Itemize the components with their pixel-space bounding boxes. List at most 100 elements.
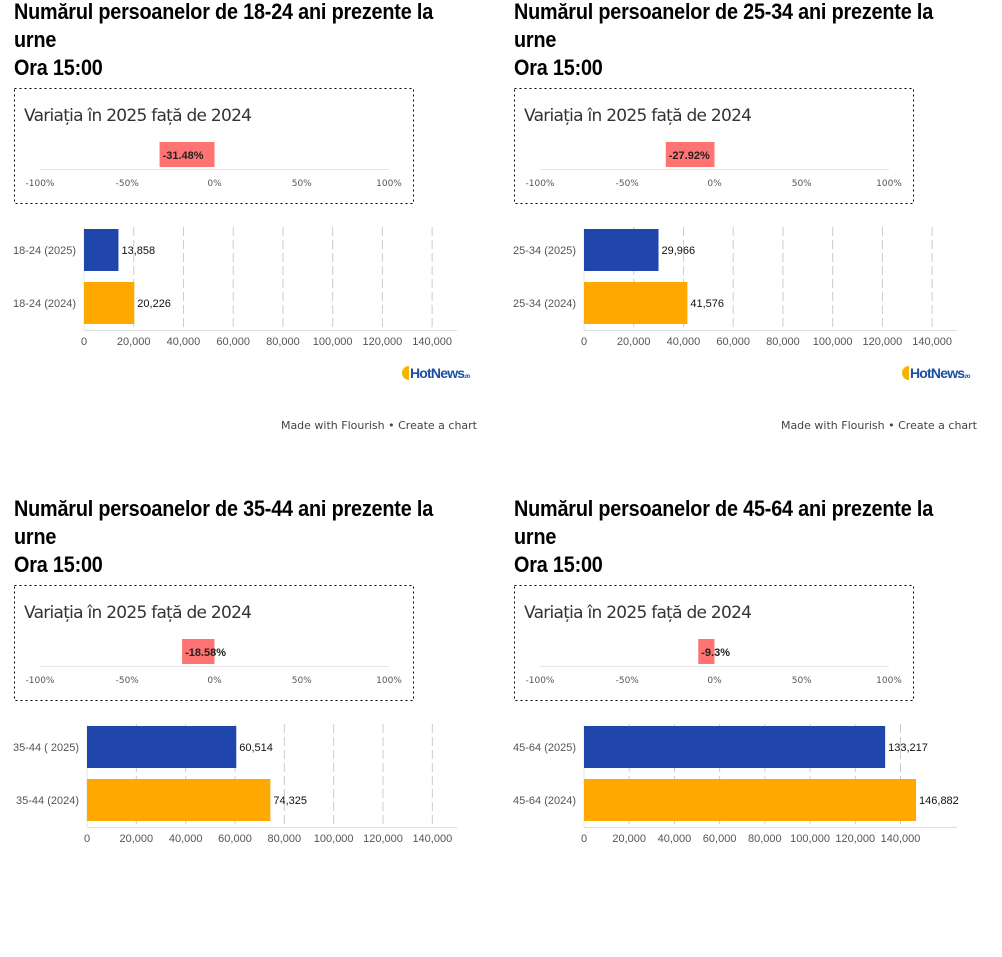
x-tick-label: 0	[84, 833, 90, 845]
variation-box	[14, 88, 414, 204]
bar-value-label: 74,325	[273, 795, 307, 807]
bar-value-label: 60,514	[239, 742, 273, 754]
x-tick-label: 20,000	[612, 833, 646, 845]
variation-tick-label: -50%	[616, 676, 640, 686]
bar-value-label: 29,966	[662, 245, 696, 257]
category-label: 45-64 (2025)	[513, 742, 576, 754]
variation-tick-label: 50%	[292, 179, 312, 189]
x-tick-label: 100,000	[314, 833, 354, 845]
variation-tick-label: 100%	[876, 179, 902, 189]
chart-title-line: Numărul persoanelor de 18-24 ani prezent…	[14, 0, 434, 24]
bar	[84, 229, 119, 271]
x-tick-label: 20,000	[117, 336, 151, 348]
variation-tick-label: 0%	[707, 676, 722, 686]
chart-title: Numărul persoanelor de 18-24 ani prezent…	[14, 0, 437, 82]
variation-box	[514, 88, 914, 204]
variation-value-label: -31.48%	[163, 150, 204, 162]
variation-tick-label: 0%	[207, 676, 222, 686]
variation-box	[14, 585, 414, 701]
chart-title-line: urne	[14, 27, 57, 52]
x-tick-label: 40,000	[667, 336, 701, 348]
x-tick-label: 0	[81, 336, 87, 348]
hotnews-logo: HotNews.ro	[402, 365, 470, 381]
x-tick-label: 140,000	[912, 336, 952, 348]
category-label: 35-44 ( 2025)	[13, 742, 79, 754]
x-tick-label: 100,000	[313, 336, 353, 348]
bar-value-label: 146,882	[919, 795, 959, 807]
variation-box	[514, 585, 914, 701]
chart-title-line: Numărul persoanelor de 25-34 ani prezent…	[514, 0, 934, 24]
bar-value-label: 13,858	[121, 245, 155, 257]
logo-sun-icon	[402, 366, 409, 380]
variation-bar	[665, 142, 715, 167]
chart-title-line: Ora 15:00	[514, 55, 603, 80]
x-tick-label: 80,000	[268, 833, 302, 845]
x-tick-label: 60,000	[216, 336, 250, 348]
x-tick-label: 20,000	[120, 833, 154, 845]
category-label: 18-24 (2025)	[13, 245, 76, 257]
x-tick-label: 140,000	[412, 336, 452, 348]
chart-title-line: Ora 15:00	[14, 55, 103, 80]
chart-panel: Numărul persoanelor de 25-34 ani prezent…	[513, 0, 984, 460]
variation-value-label: -27.92%	[669, 150, 710, 162]
x-tick-label: 100,000	[813, 336, 853, 348]
chart-title: Numărul persoanelor de 25-34 ani prezent…	[514, 0, 937, 82]
x-tick-label: 40,000	[167, 336, 201, 348]
variation-tick-label: 100%	[376, 676, 402, 686]
chart-panel: Numărul persoanelor de 35-44 ani prezent…	[13, 496, 484, 957]
variation-tick-label: -100%	[526, 179, 555, 189]
x-tick-label: 60,000	[218, 833, 252, 845]
bar	[87, 779, 271, 821]
x-tick-label: 20,000	[617, 336, 651, 348]
x-tick-label: 120,000	[363, 833, 403, 845]
bar-chart: Variația în 2025 față de 2024 -100% -50% 0%…	[513, 585, 959, 845]
variation-bar	[698, 639, 715, 664]
chart-title: Numărul persoanelor de 45-64 ani prezent…	[514, 495, 937, 579]
x-tick-label: 100,000	[790, 833, 830, 845]
variation-tick-label: 100%	[376, 179, 402, 189]
x-tick-label: 40,000	[658, 833, 692, 845]
chart-panel: Numărul persoanelor de 45-64 ani prezent…	[513, 495, 984, 957]
x-tick-label: 60,000	[716, 336, 750, 348]
bar	[584, 282, 688, 324]
x-tick-label: 80,000	[266, 336, 300, 348]
x-tick-label: 0	[581, 833, 587, 845]
x-tick-label: 140,000	[412, 833, 452, 845]
x-tick-label: 140,000	[881, 833, 921, 845]
variation-title: Variația în 2025 față de 2024	[524, 603, 752, 623]
variation-title: Variația în 2025 față de 2024	[24, 106, 252, 126]
bar	[584, 726, 886, 768]
bar	[87, 726, 237, 768]
x-tick-label: 120,000	[363, 336, 403, 348]
chart-title-line: Ora 15:00	[514, 552, 603, 577]
bar-value-label: 41,576	[690, 298, 724, 310]
x-tick-label: 120,000	[863, 336, 903, 348]
x-tick-label: 80,000	[748, 833, 782, 845]
variation-tick-label: 50%	[792, 676, 812, 686]
hotnews-logo: HotNews.ro	[902, 365, 970, 381]
flourish-footer-link[interactable]: Made with Flourish • Create a chart	[780, 419, 977, 432]
x-tick-label: 0	[581, 336, 587, 348]
bar-chart: Variația în 2025 față de 2024 -100% -50% 0%…	[13, 88, 457, 348]
flourish-footer-link[interactable]: Made with Flourish • Create a chart	[280, 419, 477, 432]
category-label: 25-34 (2025)	[513, 245, 576, 257]
variation-tick-label: -100%	[26, 676, 55, 686]
bar-value-label: 133,217	[888, 742, 928, 754]
variation-tick-label: -50%	[116, 676, 140, 686]
chart-title-line: Numărul persoanelor de 45-64 ani prezent…	[514, 496, 934, 521]
x-tick-label: 120,000	[835, 833, 875, 845]
x-tick-label: 60,000	[703, 833, 737, 845]
variation-value-label: -9.3%	[701, 647, 730, 659]
variation-bar	[159, 142, 215, 167]
bar-value-label: 20,226	[137, 298, 171, 310]
bar-chart: Variația în 2025 față de 2024 -100% -50% 0%…	[13, 585, 457, 845]
chart-title-line: urne	[514, 27, 557, 52]
bar	[584, 779, 917, 821]
category-label: 25-34 (2024)	[513, 298, 576, 310]
variation-tick-label: 100%	[876, 676, 902, 686]
chart-title-line: urne	[514, 524, 557, 549]
category-label: 35-44 (2024)	[16, 795, 79, 807]
variation-bar	[182, 639, 215, 664]
variation-tick-label: 0%	[207, 179, 222, 189]
category-label: 45-64 (2024)	[513, 795, 576, 807]
